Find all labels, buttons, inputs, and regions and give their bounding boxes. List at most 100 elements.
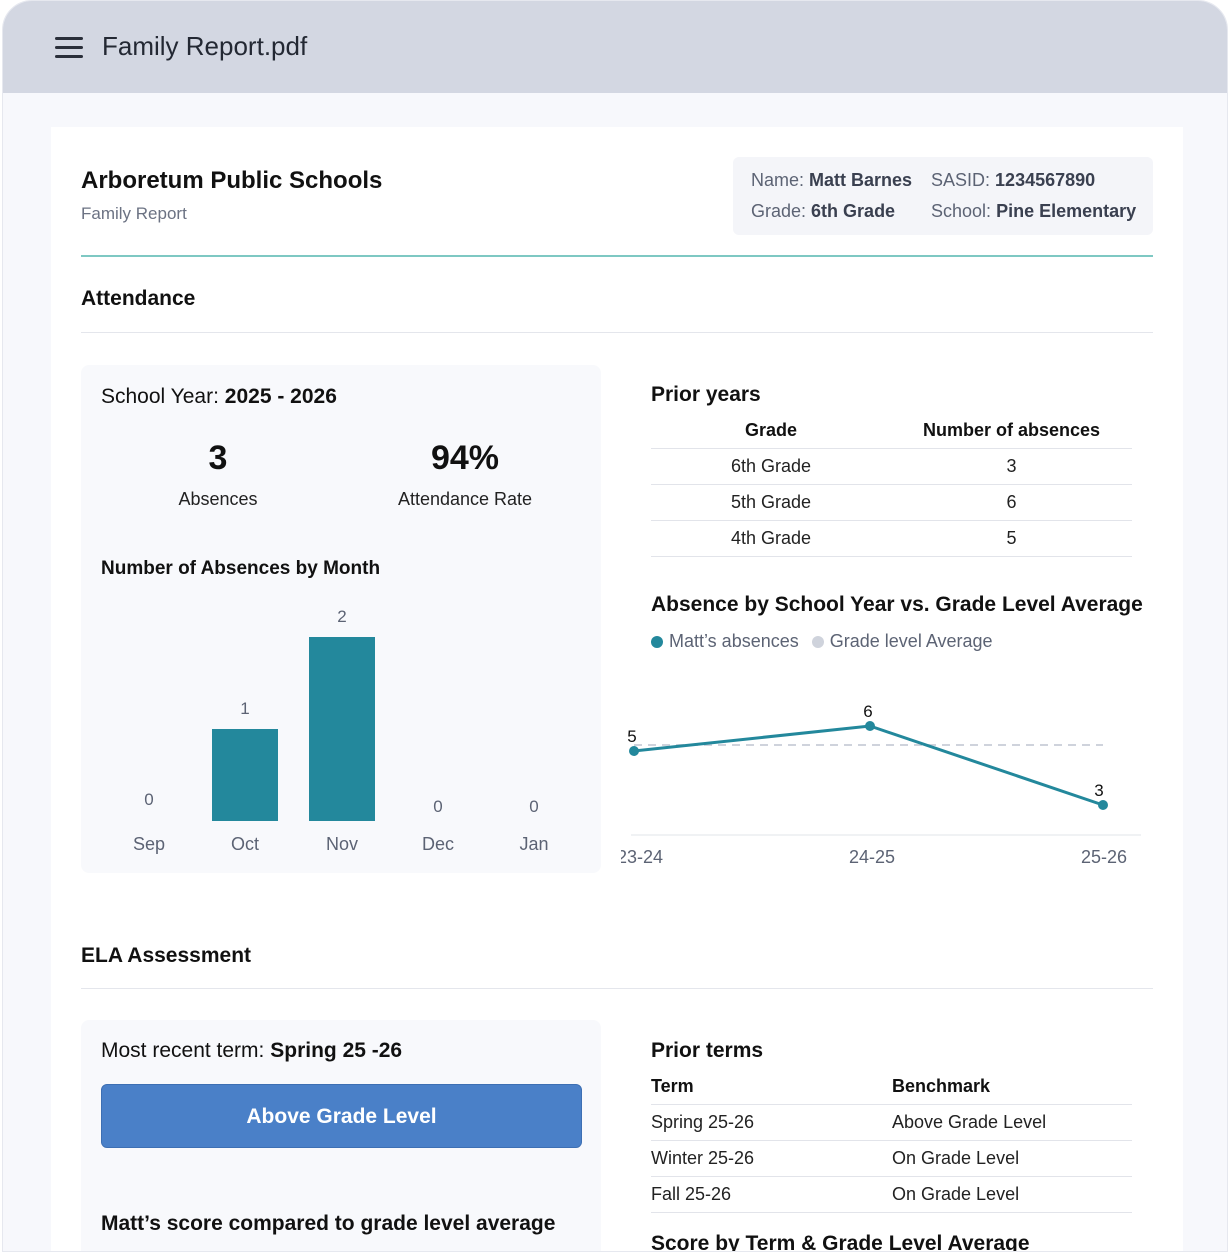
data-point xyxy=(629,746,639,756)
bar-value-label: 0 xyxy=(529,797,539,816)
x-tick-label: 25-26 xyxy=(1081,847,1127,867)
score-comparison-title: Matt’s score compared to grade level ave… xyxy=(101,1212,556,1235)
school-label: School: xyxy=(931,201,992,221)
absence-trend-chart: 5 6 3 23-24 24-25 25-26 xyxy=(621,702,1141,867)
cell-grade: 6th Grade xyxy=(651,448,891,485)
school-year-label: School Year: xyxy=(101,385,219,408)
x-tick-label: 23-24 xyxy=(621,847,663,867)
bar-value-label: 0 xyxy=(433,797,443,816)
header-divider xyxy=(81,255,1153,257)
name-value: Matt Barnes xyxy=(809,170,913,190)
column-header-term: Term xyxy=(651,1070,892,1105)
recent-term-label: Most recent term: xyxy=(101,1039,265,1062)
point-value-label: 3 xyxy=(1094,781,1103,800)
student-school: School: Pine Elementary xyxy=(931,201,1136,222)
cell-grade: 4th Grade xyxy=(651,520,891,557)
table-row: Fall 25-26 On Grade Level xyxy=(651,1176,1132,1213)
cell-grade: 5th Grade xyxy=(651,484,891,521)
table-row: Spring 25-26 Above Grade Level xyxy=(651,1104,1132,1141)
hamburger-menu-icon[interactable] xyxy=(55,37,85,59)
bar-nov xyxy=(309,637,375,821)
table-row: Winter 25-26 On Grade Level xyxy=(651,1140,1132,1177)
cell-absences: 3 xyxy=(891,448,1132,485)
legend-item-matt: Matt’s absences xyxy=(651,631,804,651)
point-value-label: 5 xyxy=(627,727,636,746)
monthly-absences-chart: 0 Sep 1 Oct 2 Nov 0 Dec 0 Jan xyxy=(81,365,601,873)
legend-dot-icon xyxy=(651,636,663,649)
cell-absences: 6 xyxy=(891,484,1132,521)
viewer-toolbar: Family Report.pdf xyxy=(3,1,1227,93)
student-grade: Grade: 6th Grade xyxy=(751,201,895,222)
column-header-absences: Number of absences xyxy=(891,414,1132,449)
attendance-section-title: Attendance xyxy=(81,287,196,310)
cell-term: Winter 25-26 xyxy=(651,1140,892,1177)
cell-term: Fall 25-26 xyxy=(651,1176,892,1213)
absences-count: 3 xyxy=(208,439,228,477)
bar-oct xyxy=(212,729,278,821)
table-row: 6th Grade 3 xyxy=(651,448,1132,485)
matt-absences-line xyxy=(633,724,1104,807)
cell-benchmark: On Grade Level xyxy=(892,1140,1132,1177)
student-name: Name: Matt Barnes xyxy=(751,170,912,191)
table-row: 4th Grade 5 xyxy=(651,520,1132,557)
cell-absences: 5 xyxy=(891,520,1132,557)
grade-value: 6th Grade xyxy=(811,201,896,221)
bar-value-label: 0 xyxy=(144,790,154,809)
point-value-label: 6 xyxy=(863,702,872,721)
data-point xyxy=(865,721,875,731)
attendance-rate: 94% xyxy=(430,439,500,477)
legend-label-matt: Matt’s absences xyxy=(669,631,799,651)
recent-term: Most recent term: Spring 25 -26 xyxy=(101,1039,402,1063)
data-point xyxy=(1098,800,1108,810)
line-chart-title: Absence by School Year vs. Grade Level A… xyxy=(651,593,1143,616)
month-tick-label: Jan xyxy=(519,834,549,854)
monthly-chart-title: Number of Absences by Month xyxy=(101,558,381,579)
legend-dot-icon xyxy=(811,636,824,649)
prior-years-table: Grade Number of absences 6th Grade 3 5th… xyxy=(651,414,1132,557)
legend-item-average: Grade level Average xyxy=(811,631,993,651)
table-row: 5th Grade 6 xyxy=(651,484,1132,521)
table-header-row: Grade Number of absences xyxy=(651,414,1132,449)
name-label: Name: xyxy=(751,170,805,190)
bar-value-label: 2 xyxy=(337,607,347,626)
attendance-rate-label: Attendance Rate xyxy=(397,489,533,509)
school-year-value: 2025 - 2026 xyxy=(224,385,337,408)
prior-terms-title: Prior terms xyxy=(651,1039,764,1062)
legend-label-average: Grade level Average xyxy=(829,631,993,651)
month-tick-label: Dec xyxy=(421,834,454,854)
attendance-summary-card: School Year: 2025 - 2026 3 Absences 94% … xyxy=(81,365,601,873)
table-header-row: Term Benchmark xyxy=(651,1070,1132,1105)
month-tick-label: Nov xyxy=(325,834,358,854)
school-year: School Year: 2025 - 2026 xyxy=(101,385,337,409)
student-sasid: SASID: 1234567890 xyxy=(931,170,1095,191)
ela-divider xyxy=(81,988,1153,989)
student-info-box: Name: Matt Barnes SASID: 1234567890 Grad… xyxy=(733,157,1153,235)
cell-benchmark: On Grade Level xyxy=(892,1176,1132,1213)
line-chart-legend: Matt’s absences Grade level Average xyxy=(651,631,993,652)
recent-term-value: Spring 25 -26 xyxy=(270,1039,403,1062)
prior-terms-table: Term Benchmark Spring 25-26 Above Grade … xyxy=(651,1070,1132,1213)
month-tick-label: Oct xyxy=(230,834,259,854)
sasid-value: 1234567890 xyxy=(995,170,1096,190)
column-header-grade: Grade xyxy=(651,414,891,449)
prior-years-title: Prior years xyxy=(651,383,761,406)
cell-benchmark: Above Grade Level xyxy=(892,1104,1132,1141)
attendance-divider xyxy=(81,332,1153,333)
x-tick-label: 24-25 xyxy=(849,847,895,867)
cell-term: Spring 25-26 xyxy=(651,1104,892,1141)
sasid-label: SASID: xyxy=(931,170,991,190)
score-by-term-title: Score by Term & Grade Level Average xyxy=(651,1232,1030,1252)
column-header-benchmark: Benchmark xyxy=(892,1070,1132,1105)
document-title: Family Report.pdf xyxy=(102,31,308,61)
school-value: Pine Elementary xyxy=(996,201,1137,221)
report-page: Arboretum Public Schools Family Report N… xyxy=(51,127,1183,1252)
bar-value-label: 1 xyxy=(240,699,250,718)
month-tick-label: Sep xyxy=(132,834,166,854)
ela-section-title: ELA Assessment xyxy=(81,944,252,967)
report-subtitle: Family Report xyxy=(81,204,187,223)
absences-label: Absences xyxy=(178,489,258,509)
organization-name: Arboretum Public Schools xyxy=(81,167,383,194)
grade-label: Grade: xyxy=(751,201,807,221)
benchmark-button[interactable]: Above Grade Level xyxy=(101,1084,582,1148)
